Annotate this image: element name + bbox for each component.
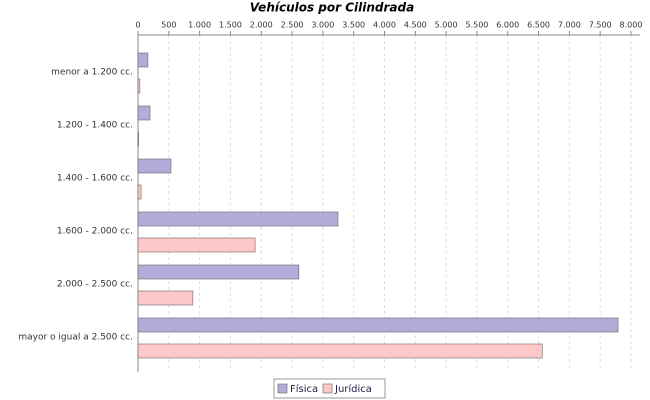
legend-swatch — [322, 383, 333, 394]
bar — [137, 131, 139, 147]
chart-title: Vehículos por Cilindrada — [250, 1, 414, 15]
x-tick-label: 6.000 — [496, 21, 519, 30]
legend-label: Jurídica — [334, 383, 372, 395]
bar — [137, 105, 151, 121]
bar — [137, 317, 619, 333]
legend-label: Física — [290, 383, 318, 395]
bar — [137, 52, 149, 68]
x-tick-label: 1.500 — [219, 21, 242, 30]
y-tick-label: mayor o igual a 2.500 cc. — [18, 333, 133, 343]
legend: Física Jurídica — [273, 378, 386, 399]
y-tick-label: 1.200 - 1.400 cc. — [57, 121, 133, 131]
y-tick-label: 1.400 - 1.600 cc. — [57, 174, 133, 184]
x-tick-label: 5.500 — [465, 21, 488, 30]
bar — [137, 237, 256, 253]
x-tick-label: 0 — [135, 21, 140, 30]
bar — [137, 343, 543, 359]
x-tick-label: 7.500 — [589, 21, 612, 30]
x-tick-label: 1.000 — [188, 21, 211, 30]
x-tick-label: 4.000 — [373, 21, 396, 30]
x-tick-label: 5.000 — [435, 21, 458, 30]
bar — [137, 158, 172, 174]
bar — [137, 184, 142, 200]
y-tick-label: 1.600 - 2.000 cc. — [57, 227, 133, 237]
y-tick-label: menor a 1.200 cc. — [51, 68, 133, 78]
x-tick-label: 500 — [161, 21, 176, 30]
bar — [137, 264, 300, 280]
x-tick-label: 8.000 — [620, 21, 643, 30]
x-tick-label: 6.500 — [527, 21, 550, 30]
x-tick-label: 4.500 — [404, 21, 427, 30]
bar — [137, 290, 194, 306]
x-tick-label: 7.000 — [558, 21, 581, 30]
x-tick-label: 2.000 — [250, 21, 273, 30]
legend-swatch — [277, 383, 288, 394]
x-tick-label: 3.500 — [342, 21, 365, 30]
y-tick-label: 2.000 - 2.500 cc. — [57, 280, 133, 290]
x-tick-label: 2.500 — [281, 21, 304, 30]
bar — [137, 78, 141, 94]
x-tick-label: 3.000 — [311, 21, 334, 30]
bar — [137, 211, 339, 227]
